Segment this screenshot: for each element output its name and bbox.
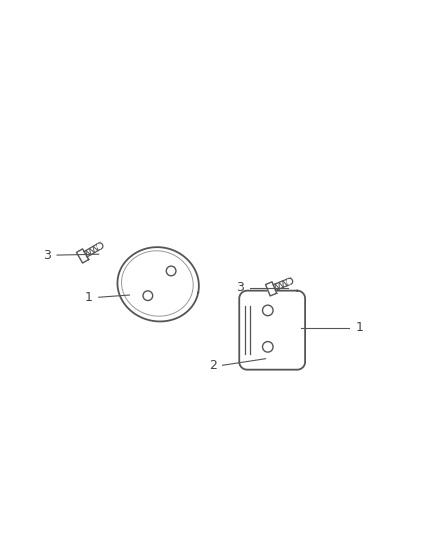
- Polygon shape: [117, 247, 198, 321]
- Text: 2: 2: [209, 359, 217, 372]
- Polygon shape: [76, 249, 88, 263]
- Text: 1: 1: [355, 321, 363, 335]
- Text: 1: 1: [84, 290, 92, 304]
- Polygon shape: [265, 282, 276, 296]
- Polygon shape: [239, 290, 304, 370]
- Circle shape: [97, 244, 102, 248]
- Text: 3: 3: [42, 248, 50, 262]
- Circle shape: [166, 266, 176, 276]
- Text: 3: 3: [235, 281, 243, 294]
- Circle shape: [262, 305, 272, 316]
- Circle shape: [287, 279, 292, 284]
- Polygon shape: [98, 243, 102, 248]
- Circle shape: [143, 291, 152, 301]
- Polygon shape: [288, 278, 292, 284]
- Circle shape: [262, 342, 272, 352]
